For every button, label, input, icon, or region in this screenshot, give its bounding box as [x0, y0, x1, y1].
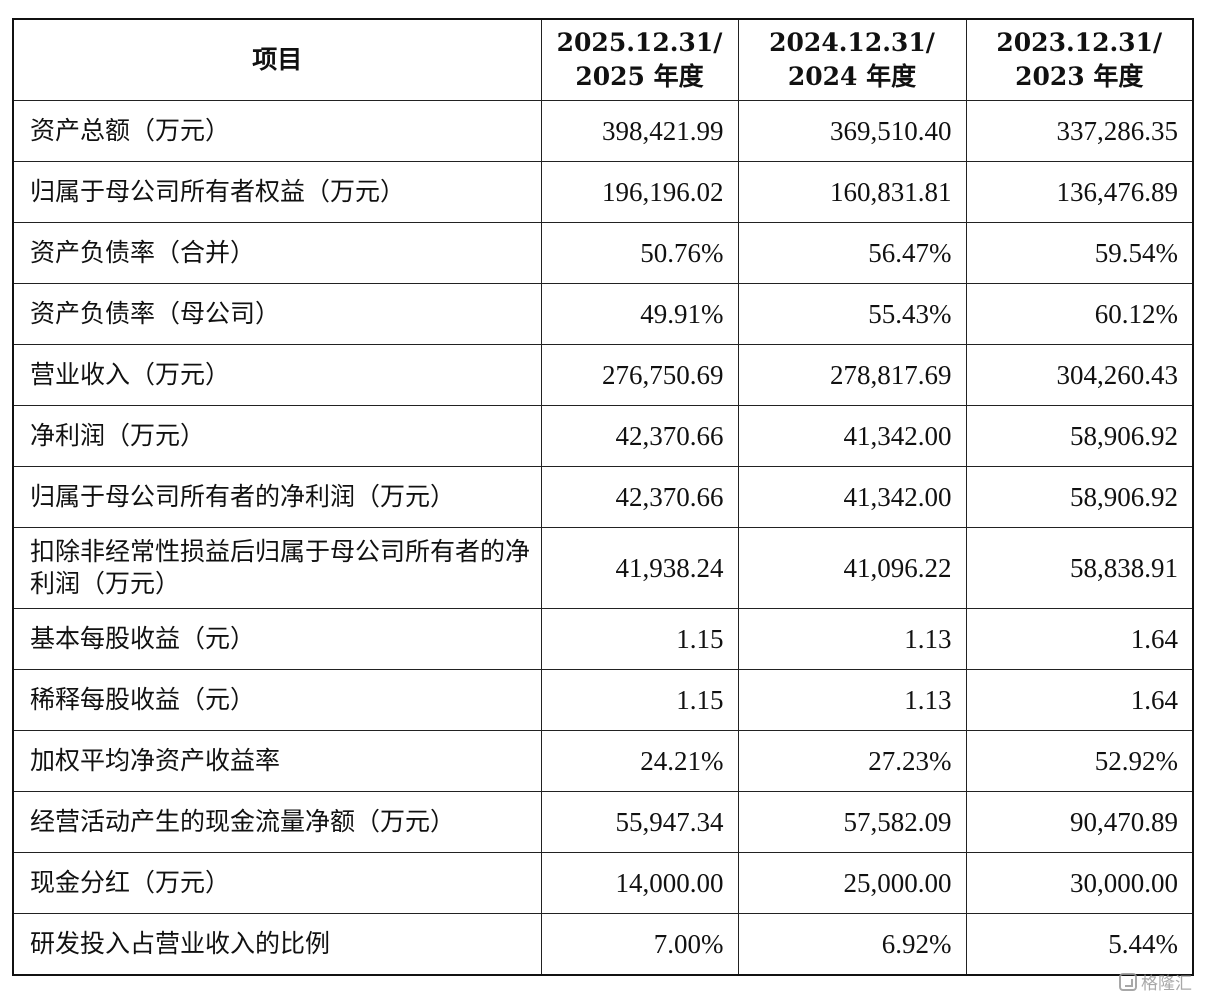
value-2023: 90,470.89	[965, 791, 1194, 853]
header-2025: 2025.12.31/ 2025 年度	[540, 18, 739, 101]
value-2025: 49.91%	[540, 283, 739, 345]
row-label: 稀释每股收益（元）	[12, 669, 542, 731]
value-2023: 59.54%	[965, 222, 1194, 284]
value-2023: 5.44%	[965, 913, 1194, 976]
header-2024-date: 2024.12.31/	[769, 28, 935, 57]
value-2023: 1.64	[965, 608, 1194, 670]
row-label: 净利润（万元）	[12, 405, 542, 467]
header-2024: 2024.12.31/ 2024 年度	[737, 18, 967, 101]
value-2024: 56.47%	[737, 222, 967, 284]
value-2025: 55,947.34	[540, 791, 739, 853]
table-row: 加权平均净资产收益率 24.21% 27.23% 52.92%	[12, 730, 1194, 792]
value-2023: 136,476.89	[965, 161, 1194, 223]
table-row: 归属于母公司所有者的净利润（万元） 42,370.66 41,342.00 58…	[12, 466, 1194, 528]
value-2024: 55.43%	[737, 283, 967, 345]
row-label: 扣除非经常性损益后归属于母公司所有者的净利润（万元）	[12, 527, 542, 609]
value-2024: 278,817.69	[737, 344, 967, 406]
header-2024-year: 2024 年度	[787, 62, 917, 91]
value-2023: 58,906.92	[965, 466, 1194, 528]
value-2024: 57,582.09	[737, 791, 967, 853]
value-2023: 337,286.35	[965, 100, 1194, 162]
value-2024: 160,831.81	[737, 161, 967, 223]
value-2025: 196,196.02	[540, 161, 739, 223]
value-2023: 60.12%	[965, 283, 1194, 345]
header-item-label: 项目	[252, 45, 303, 74]
value-2024: 41,342.00	[737, 466, 967, 528]
value-2024: 6.92%	[737, 913, 967, 976]
row-label: 资产负债率（母公司）	[12, 283, 542, 345]
table-row: 经营活动产生的现金流量净额（万元） 55,947.34 57,582.09 90…	[12, 791, 1194, 853]
table-header-row: 项目 2025.12.31/ 2025 年度 2024.12.31/ 2024 …	[12, 18, 1194, 101]
value-2024: 1.13	[737, 608, 967, 670]
table-row: 现金分红（万元） 14,000.00 25,000.00 30,000.00	[12, 852, 1194, 914]
value-2023: 58,906.92	[965, 405, 1194, 467]
row-label: 现金分红（万元）	[12, 852, 542, 914]
row-label: 归属于母公司所有者权益（万元）	[12, 161, 542, 223]
header-2023-date: 2023.12.31/	[996, 28, 1163, 57]
table-row: 研发投入占营业收入的比例 7.00% 6.92% 5.44%	[12, 913, 1194, 976]
value-2025: 41,938.24	[540, 527, 739, 609]
table-row: 营业收入（万元） 276,750.69 278,817.69 304,260.4…	[12, 344, 1194, 406]
header-2023-year: 2023 年度	[1015, 62, 1144, 91]
value-2025: 398,421.99	[540, 100, 739, 162]
row-label: 经营活动产生的现金流量净额（万元）	[12, 791, 542, 853]
value-2023: 30,000.00	[965, 852, 1194, 914]
row-label: 基本每股收益（元）	[12, 608, 542, 670]
value-2023: 52.92%	[965, 730, 1194, 792]
value-2025: 50.76%	[540, 222, 739, 284]
header-2025-date: 2025.12.31/	[556, 28, 723, 57]
financial-data-table: 项目 2025.12.31/ 2025 年度 2024.12.31/ 2024 …	[12, 18, 1194, 976]
gelonghui-logo-icon	[1119, 972, 1137, 991]
value-2023: 1.64	[965, 669, 1194, 731]
header-2023: 2023.12.31/ 2023 年度	[965, 18, 1194, 101]
table-row: 基本每股收益（元） 1.15 1.13 1.64	[12, 608, 1194, 670]
table-row: 资产总额（万元） 398,421.99 369,510.40 337,286.3…	[12, 100, 1194, 162]
value-2023: 304,260.43	[965, 344, 1194, 406]
value-2025: 276,750.69	[540, 344, 739, 406]
value-2024: 41,342.00	[737, 405, 967, 467]
table-row: 资产负债率（合并） 50.76% 56.47% 59.54%	[12, 222, 1194, 284]
value-2024: 25,000.00	[737, 852, 967, 914]
row-label: 归属于母公司所有者的净利润（万元）	[12, 466, 542, 528]
row-label: 资产负债率（合并）	[12, 222, 542, 284]
value-2025: 24.21%	[540, 730, 739, 792]
value-2025: 7.00%	[540, 913, 739, 976]
value-2024: 27.23%	[737, 730, 967, 792]
value-2024: 1.13	[737, 669, 967, 731]
value-2023: 58,838.91	[965, 527, 1194, 609]
value-2024: 369,510.40	[737, 100, 967, 162]
value-2025: 42,370.66	[540, 466, 739, 528]
header-2025-year: 2025 年度	[575, 62, 704, 91]
value-2025: 14,000.00	[540, 852, 739, 914]
row-label: 加权平均净资产收益率	[12, 730, 542, 792]
table-row: 归属于母公司所有者权益（万元） 196,196.02 160,831.81 13…	[12, 161, 1194, 223]
watermark: 格隆汇	[1119, 969, 1192, 994]
value-2025: 1.15	[540, 669, 739, 731]
table-row: 净利润（万元） 42,370.66 41,342.00 58,906.92	[12, 405, 1194, 467]
table-row: 资产负债率（母公司） 49.91% 55.43% 60.12%	[12, 283, 1194, 345]
value-2025: 1.15	[540, 608, 739, 670]
watermark-text: 格隆汇	[1141, 974, 1192, 994]
value-2024: 41,096.22	[737, 527, 967, 609]
table-row: 稀释每股收益（元） 1.15 1.13 1.64	[12, 669, 1194, 731]
header-item: 项目	[12, 18, 542, 101]
row-label: 研发投入占营业收入的比例	[12, 913, 542, 976]
value-2025: 42,370.66	[540, 405, 739, 467]
row-label: 营业收入（万元）	[12, 344, 542, 406]
table-row: 扣除非经常性损益后归属于母公司所有者的净利润（万元） 41,938.24 41,…	[12, 527, 1194, 609]
row-label: 资产总额（万元）	[12, 100, 542, 162]
